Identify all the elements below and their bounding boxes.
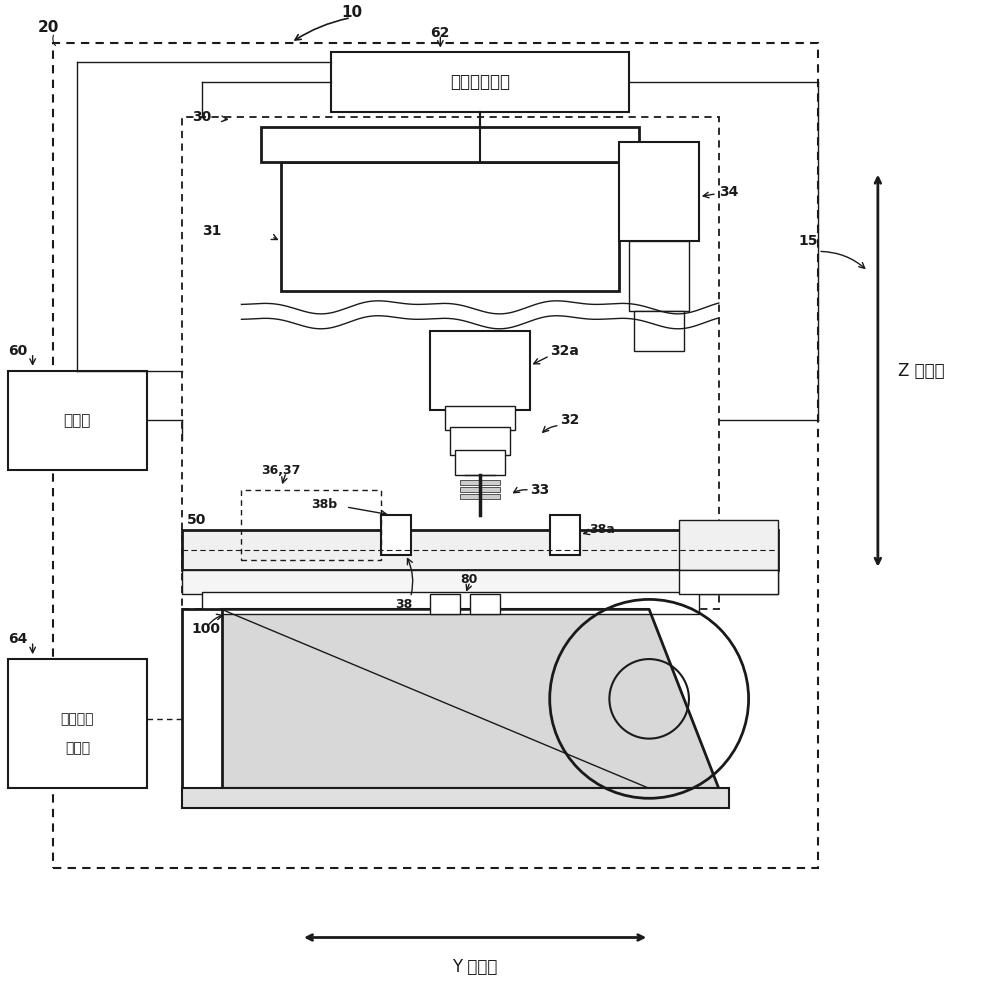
Text: 100: 100: [192, 623, 221, 637]
Bar: [460, 480, 500, 485]
Text: 64: 64: [8, 633, 27, 646]
Text: Z 轴方向: Z 轴方向: [898, 361, 944, 380]
Bar: [182, 610, 222, 788]
Text: 搜载头控制部: 搜载头控制部: [450, 73, 510, 91]
Bar: [619, 142, 699, 242]
Text: 32: 32: [560, 414, 579, 428]
Text: 80: 80: [460, 573, 478, 586]
Text: 控制部: 控制部: [64, 413, 91, 428]
Bar: [629, 242, 689, 311]
Bar: [281, 162, 619, 291]
Bar: [430, 331, 530, 411]
Bar: [445, 406, 515, 431]
Text: 34: 34: [719, 185, 738, 199]
Bar: [182, 788, 729, 808]
Text: 控制部: 控制部: [65, 742, 90, 755]
Bar: [679, 569, 778, 594]
Text: 36,37: 36,37: [261, 463, 301, 476]
Text: 15: 15: [798, 235, 818, 248]
Text: 部件供给: 部件供给: [61, 712, 94, 726]
Text: 30: 30: [192, 110, 211, 124]
Text: 20: 20: [38, 20, 59, 35]
Bar: [430, 594, 460, 615]
Bar: [182, 117, 719, 610]
Text: 38: 38: [396, 598, 413, 611]
Bar: [261, 127, 639, 162]
Bar: [634, 311, 684, 350]
Text: 31: 31: [202, 225, 221, 239]
Bar: [8, 659, 147, 788]
Text: 32a: 32a: [550, 344, 579, 357]
Bar: [550, 515, 580, 554]
Bar: [455, 450, 505, 475]
Bar: [331, 52, 629, 112]
Polygon shape: [222, 610, 719, 788]
Bar: [202, 592, 699, 615]
Text: 50: 50: [187, 513, 206, 527]
Bar: [241, 490, 381, 559]
Text: 60: 60: [8, 344, 27, 357]
Text: 10: 10: [341, 5, 362, 20]
Bar: [8, 370, 147, 470]
Bar: [182, 530, 778, 569]
Text: 38b: 38b: [311, 498, 337, 512]
Bar: [53, 43, 818, 868]
Bar: [470, 594, 500, 615]
Bar: [450, 428, 510, 455]
Bar: [460, 487, 500, 492]
Text: 33: 33: [530, 483, 549, 497]
Bar: [182, 569, 778, 594]
Text: 62: 62: [430, 26, 450, 40]
Bar: [460, 494, 500, 499]
Text: Y 轴方向: Y 轴方向: [452, 958, 498, 976]
Bar: [679, 520, 778, 569]
Bar: [381, 515, 411, 554]
Text: 38a: 38a: [589, 524, 615, 537]
